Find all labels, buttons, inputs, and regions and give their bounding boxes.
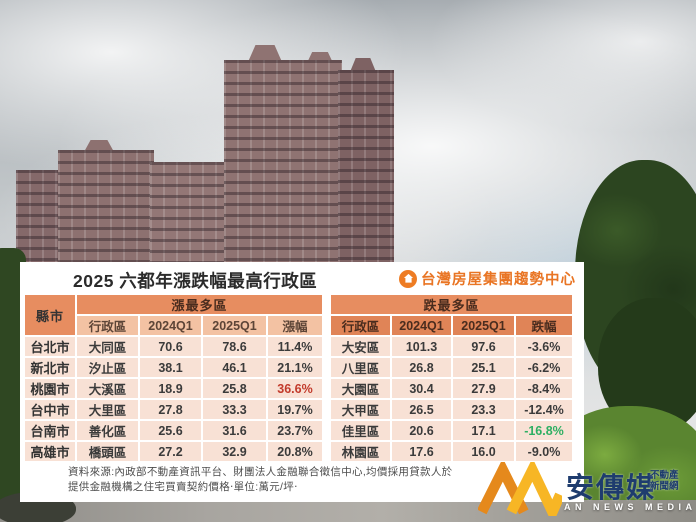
down-group-header: 跌最多區: [331, 295, 572, 314]
up-group-header: 漲最多區: [77, 295, 322, 314]
watermark-tagline: 不動產 新聞網: [650, 470, 679, 492]
building-roof: [84, 140, 114, 152]
price-cell: 33.3: [203, 400, 266, 419]
apartment-tower-wing: [338, 70, 394, 268]
column-header: 跌幅: [516, 316, 572, 335]
district-cell: 橋頭區: [77, 442, 138, 461]
change-cell: 19.7%: [268, 400, 322, 419]
price-cell: 32.9: [203, 442, 266, 461]
column-header: 行政區: [77, 316, 138, 335]
price-cell: 17.1: [453, 421, 514, 440]
district-cell: 大園區: [331, 379, 390, 398]
column-header: 2025Q1: [453, 316, 514, 335]
price-cell: 38.1: [140, 358, 201, 377]
price-cell: 101.3: [392, 337, 451, 356]
apartment-building: [58, 150, 154, 268]
city-cell: 台中市: [25, 400, 75, 419]
price-cell: 70.6: [140, 337, 201, 356]
change-cell: -12.4%: [516, 400, 572, 419]
price-cell: 46.1: [203, 358, 266, 377]
column-header: 漲幅: [268, 316, 322, 335]
media-watermark: 安傳媒 不動產 新聞網 AN NEWS MEDIA: [478, 462, 696, 518]
building-roof: [248, 45, 282, 62]
source-line-1: 資料來源:內政部不動產資訊平台、財團法人金融聯合徵信中心,均價採用貸款人於: [68, 466, 453, 478]
district-cell: 汐止區: [77, 358, 138, 377]
city-cell: 桃園市: [25, 379, 75, 398]
district-cell: 大甲區: [331, 400, 390, 419]
house-icon: [399, 269, 417, 288]
column-header: 2024Q1: [140, 316, 201, 335]
district-cell: 佳里區: [331, 421, 390, 440]
data-source-note: 資料來源:內政部不動產資訊平台、財團法人金融聯合徵信中心,均價採用貸款人於 提供…: [68, 465, 452, 495]
district-cell: 大里區: [77, 400, 138, 419]
price-cell: 25.1: [453, 358, 514, 377]
district-cell: 大安區: [331, 337, 390, 356]
price-cell: 97.6: [453, 337, 514, 356]
column-header: 行政區: [331, 316, 390, 335]
change-cell: 21.1%: [268, 358, 322, 377]
city-cell: 台北市: [25, 337, 75, 356]
group-divider: [324, 295, 329, 461]
change-cell: -3.6%: [516, 337, 572, 356]
price-cell: 25.6: [140, 421, 201, 440]
brand-logo: 台灣房屋集團趨勢中心: [399, 268, 576, 289]
district-cell: 八里區: [331, 358, 390, 377]
apartment-tower: [224, 60, 342, 268]
change-cell: -6.2%: [516, 358, 572, 377]
price-cell: 16.0: [453, 442, 514, 461]
district-cell: 大同區: [77, 337, 138, 356]
change-cell: 23.7%: [268, 421, 322, 440]
tagline-line2: 新聞網: [650, 480, 679, 492]
price-cell: 27.9: [453, 379, 514, 398]
district-cell: 善化區: [77, 421, 138, 440]
price-cell: 23.3: [453, 400, 514, 419]
change-cell: 36.6%: [268, 379, 322, 398]
brand-name: 台灣房屋集團趨勢中心: [421, 272, 576, 288]
change-cell: -16.8%: [516, 421, 572, 440]
city-cell: 台南市: [25, 421, 75, 440]
price-cell: 30.4: [392, 379, 451, 398]
data-table: 縣市 漲最多區 跌最多區 行政區 2024Q1 2025Q1 漲幅 行政區 20…: [25, 295, 572, 461]
source-line-2: 提供金融機構之住宅買賣契約價格‧單位:萬元/坪‧: [68, 481, 298, 493]
district-cell: 大溪區: [77, 379, 138, 398]
city-cell: 高雄市: [25, 442, 75, 461]
price-cell: 25.8: [203, 379, 266, 398]
watermark-name: 安傳媒: [566, 472, 657, 503]
column-header: 2024Q1: [392, 316, 451, 335]
apartment-building: [150, 162, 228, 268]
district-cell: 林園區: [331, 442, 390, 461]
change-cell: -9.0%: [516, 442, 572, 461]
change-cell: 11.4%: [268, 337, 322, 356]
price-cell: 20.6: [392, 421, 451, 440]
price-cell: 27.2: [140, 442, 201, 461]
watermark-latin-name: AN NEWS MEDIA: [564, 502, 696, 512]
change-cell: 20.8%: [268, 442, 322, 461]
change-cell: -8.4%: [516, 379, 572, 398]
city-cell: 新北市: [25, 358, 75, 377]
building-roof: [350, 58, 376, 72]
price-cell: 18.9: [140, 379, 201, 398]
page-title: 2025 六都年漲跌幅最高行政區: [73, 271, 318, 291]
an-monogram-icon: [478, 462, 562, 516]
price-cell: 78.6: [203, 337, 266, 356]
tagline-line1: 不動產: [650, 470, 679, 481]
data-card: 2025 六都年漲跌幅最高行政區 台灣房屋集團趨勢中心 縣市 漲最多區 跌最多區…: [20, 262, 584, 502]
county-header: 縣市: [25, 295, 75, 335]
price-cell: 31.6: [203, 421, 266, 440]
price-cell: 27.8: [140, 400, 201, 419]
column-header: 2025Q1: [203, 316, 266, 335]
price-cell: 26.8: [392, 358, 451, 377]
price-cell: 17.6: [392, 442, 451, 461]
price-cell: 26.5: [392, 400, 451, 419]
